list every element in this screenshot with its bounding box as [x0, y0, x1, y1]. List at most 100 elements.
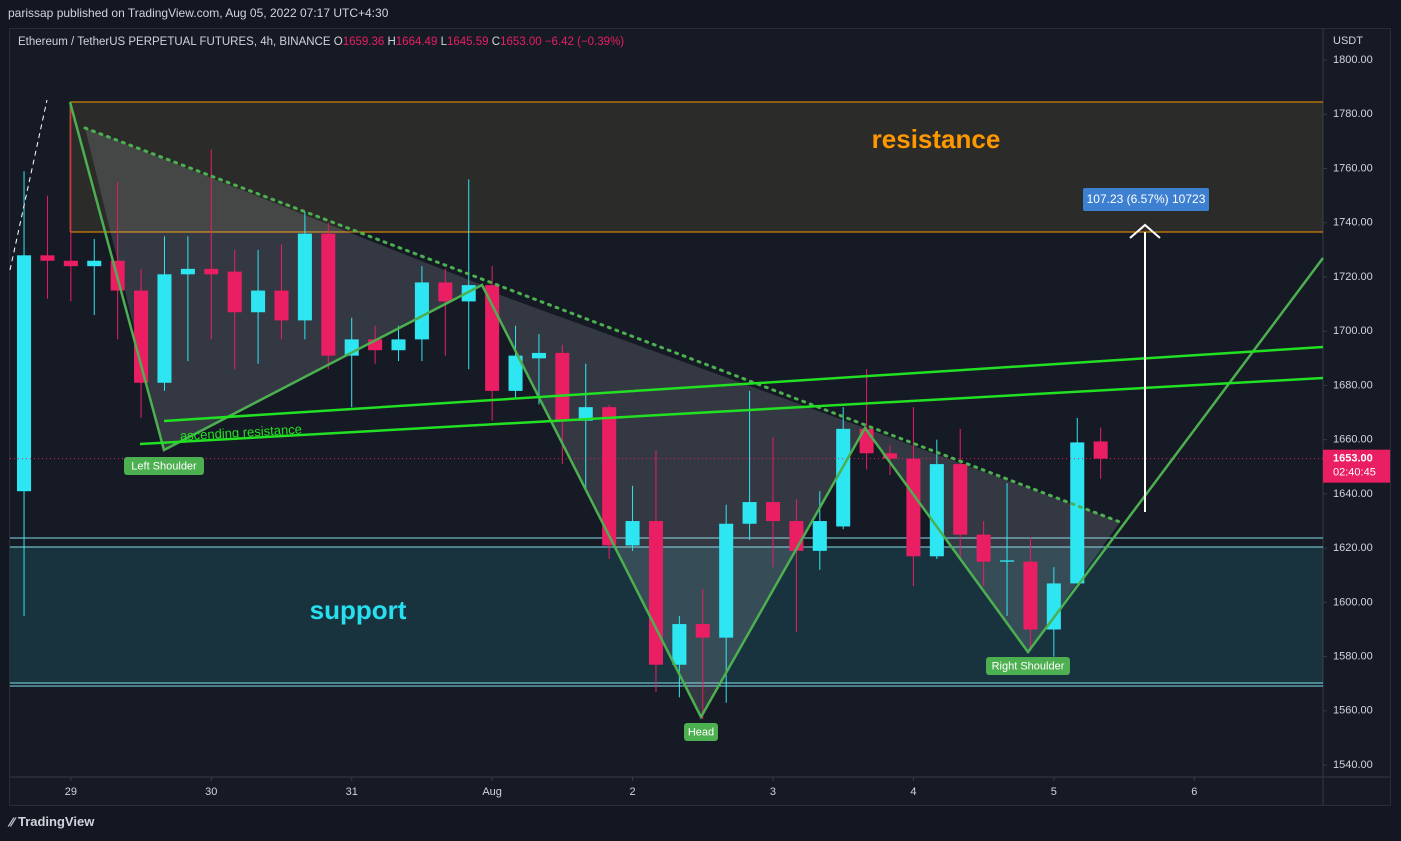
candle-body: [391, 339, 406, 351]
pattern-label: Left Shoulder: [131, 460, 197, 472]
y-tick-label: 1800.00: [1333, 54, 1373, 66]
candle-body: [1093, 441, 1108, 459]
candle-body: [695, 624, 710, 638]
legend: Ethereum / TetherUS PERPETUAL FUTURES, 4…: [18, 36, 624, 48]
x-tick-label: 31: [346, 786, 358, 798]
y-tick-label: 1780.00: [1333, 108, 1373, 120]
legend-value: 1664.49: [396, 36, 438, 48]
trend-line: [163, 345, 1324, 423]
y-tick-label: 1760.00: [1333, 162, 1373, 174]
y-tick-label: 1560.00: [1333, 705, 1373, 717]
x-tick-label: 30: [205, 786, 217, 798]
y-tick-label: 1680.00: [1333, 379, 1373, 391]
pattern-fill: [482, 285, 865, 717]
price-label-text: 1653.00: [1333, 453, 1373, 465]
candle-body: [180, 268, 195, 275]
candle-body: [274, 290, 289, 321]
legend-value: 1645.59: [447, 36, 489, 48]
candle-body: [251, 290, 266, 313]
candle-body: [602, 407, 617, 546]
neckline-dotted: [83, 126, 1122, 524]
candle-body: [134, 290, 149, 383]
candle-body: [648, 521, 663, 665]
candle-body: [906, 458, 921, 557]
label-box: [124, 457, 204, 475]
candle-body: [17, 255, 32, 492]
candle-body: [204, 268, 219, 275]
legend-key: O: [334, 36, 343, 48]
price-label: 1653.00 02:40:45: [1323, 449, 1390, 483]
x-tick-label: 5: [1051, 786, 1057, 798]
footer-logo: ⁄⁄ TradingView: [7, 814, 95, 829]
legend-symbol: Ethereum / TetherUS PERPETUAL FUTURES, 4…: [18, 36, 331, 48]
candle-body: [40, 255, 55, 261]
candle-body: [438, 282, 453, 302]
price-label-box: [1323, 449, 1390, 483]
candle-body: [555, 352, 570, 421]
head-shoulders-pattern: [68, 101, 1325, 720]
countdown-text: 02:40:45: [1333, 467, 1376, 479]
candle-body: [672, 624, 687, 665]
candle-body: [63, 260, 78, 267]
candle-body: [625, 521, 640, 546]
candle-body: [1046, 583, 1061, 630]
dashed-line: [9, 99, 48, 271]
candle-body: [578, 407, 593, 421]
candle-body: [765, 502, 781, 522]
legend-value: 1653.00: [500, 36, 542, 48]
y-tick-label: 1740.00: [1333, 217, 1373, 229]
candle-body: [929, 464, 944, 557]
candle-body: [1000, 560, 1015, 562]
candle-body: [508, 355, 523, 391]
candle-body: [485, 285, 500, 391]
measure-label: 107.23 (6.57%) 10723: [1087, 192, 1206, 206]
candle-body: [719, 523, 734, 638]
y-tick-label: 1720.00: [1333, 271, 1373, 283]
x-tick-label: 2: [630, 786, 636, 798]
measure-box: [1083, 188, 1209, 211]
legend-key: C: [492, 36, 500, 48]
support-zone: [10, 547, 1323, 684]
candles: [10, 103, 1323, 719]
x-tick-label: Aug: [482, 786, 502, 798]
candle-body: [87, 260, 102, 267]
candle-body: [414, 282, 429, 340]
x-tick-label: 6: [1191, 786, 1197, 798]
trend-label: ascending resistance: [180, 421, 303, 443]
y-tick-label: 1540.00: [1333, 759, 1373, 771]
axes: 1540.00 1560.00 1580.00 1600.00 1620.00 1640.…: [65, 54, 1373, 798]
candle-body: [882, 453, 898, 459]
candle-body: [157, 274, 172, 383]
trend-line: [139, 376, 1324, 446]
candle-body: [1023, 561, 1038, 630]
legend-value: 1659.36: [343, 36, 385, 48]
x-tick-label: 4: [910, 786, 916, 798]
legend-key: L: [441, 36, 448, 48]
y-tick-label: 1660.00: [1333, 434, 1373, 446]
candle-body: [812, 521, 827, 551]
label-box: [684, 723, 718, 741]
candle-body: [742, 502, 757, 524]
candle-body: [1070, 442, 1085, 584]
candle-body: [953, 464, 968, 535]
legend-key: H: [387, 36, 395, 48]
candle-body: [297, 233, 312, 321]
pattern-fill: [85, 128, 482, 450]
measure-arrowhead: [1129, 223, 1161, 239]
pattern-label: Head: [688, 726, 714, 738]
legend-change: −6.42 (−0.39%): [545, 36, 624, 48]
y-tick-label: 1600.00: [1333, 596, 1373, 608]
x-tick-label: 29: [65, 786, 77, 798]
x-tick-label: 3: [770, 786, 776, 798]
axis-unit: USDT: [1333, 35, 1363, 47]
candle-body: [531, 352, 546, 359]
candle-body: [227, 271, 242, 313]
zone-label: support: [310, 595, 407, 625]
y-tick-label: 1580.00: [1333, 651, 1373, 663]
candle-body: [836, 428, 851, 527]
pattern-label: Right Shoulder: [992, 660, 1065, 672]
candle-body: [976, 534, 991, 562]
candle-body: [321, 233, 336, 356]
candle-body: [368, 339, 383, 351]
